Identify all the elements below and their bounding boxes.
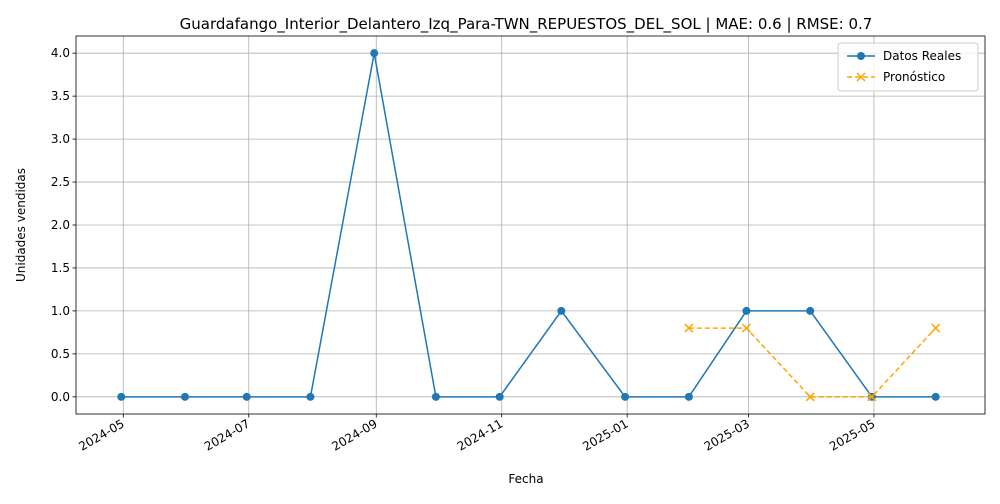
data-point-datos-reales [370, 49, 379, 58]
y-tick-label: 2.5 [51, 175, 70, 189]
data-point-datos-reales [742, 306, 751, 315]
y-axis-ticks: 0.0 0.5 1.0 1.5 2.0 2.5 3.0 3.5 4.0 [51, 46, 76, 404]
series-line-pronostico [688, 327, 937, 398]
y-tick-label: 4.0 [51, 46, 70, 60]
data-point-datos-reales [431, 392, 440, 401]
data-point-datos-reales [931, 392, 940, 401]
data-point-pronostico [867, 392, 877, 402]
y-tick-label: 0.0 [51, 390, 70, 404]
y-tick-label: 3.0 [51, 132, 70, 146]
x-axis-label: Fecha [508, 472, 543, 486]
data-point-datos-reales [621, 392, 630, 401]
data-point-pronostico [931, 323, 941, 333]
data-point-datos-reales [180, 392, 189, 401]
data-point-datos-reales [242, 392, 251, 401]
data-point-pronostico [741, 323, 751, 333]
y-tick-label: 1.5 [51, 261, 70, 275]
y-axis-label: Unidades vendidas [14, 168, 28, 282]
series-line-datos-reales [121, 53, 936, 398]
data-point-datos-reales [684, 392, 693, 401]
legend-box [837, 42, 979, 92]
y-tick-label: 1.0 [51, 304, 70, 318]
y-tick-label: 2.0 [51, 218, 70, 232]
data-point-datos-reales [806, 306, 815, 315]
legend-marker-pronostico [856, 72, 866, 82]
data-point-datos-reales [495, 392, 504, 401]
series-layer [117, 49, 941, 402]
data-point-datos-reales [557, 306, 566, 315]
y-tick-label: 3.5 [51, 89, 70, 103]
data-point-pronostico [805, 392, 815, 402]
data-point-datos-reales [306, 392, 315, 401]
chart-title: Guardafango_Interior_Delantero_Izq_Para-… [180, 15, 873, 34]
y-tick-label: 0.5 [51, 347, 70, 361]
legend-label-datos-reales: Datos Reales [883, 49, 961, 63]
legend: Datos Reales Pronóstico [837, 42, 979, 92]
legend-label-pronostico: Pronóstico [883, 70, 945, 84]
data-point-pronostico [684, 323, 694, 333]
data-point-datos-reales [117, 392, 126, 401]
legend-marker-datos-reales [857, 52, 865, 60]
